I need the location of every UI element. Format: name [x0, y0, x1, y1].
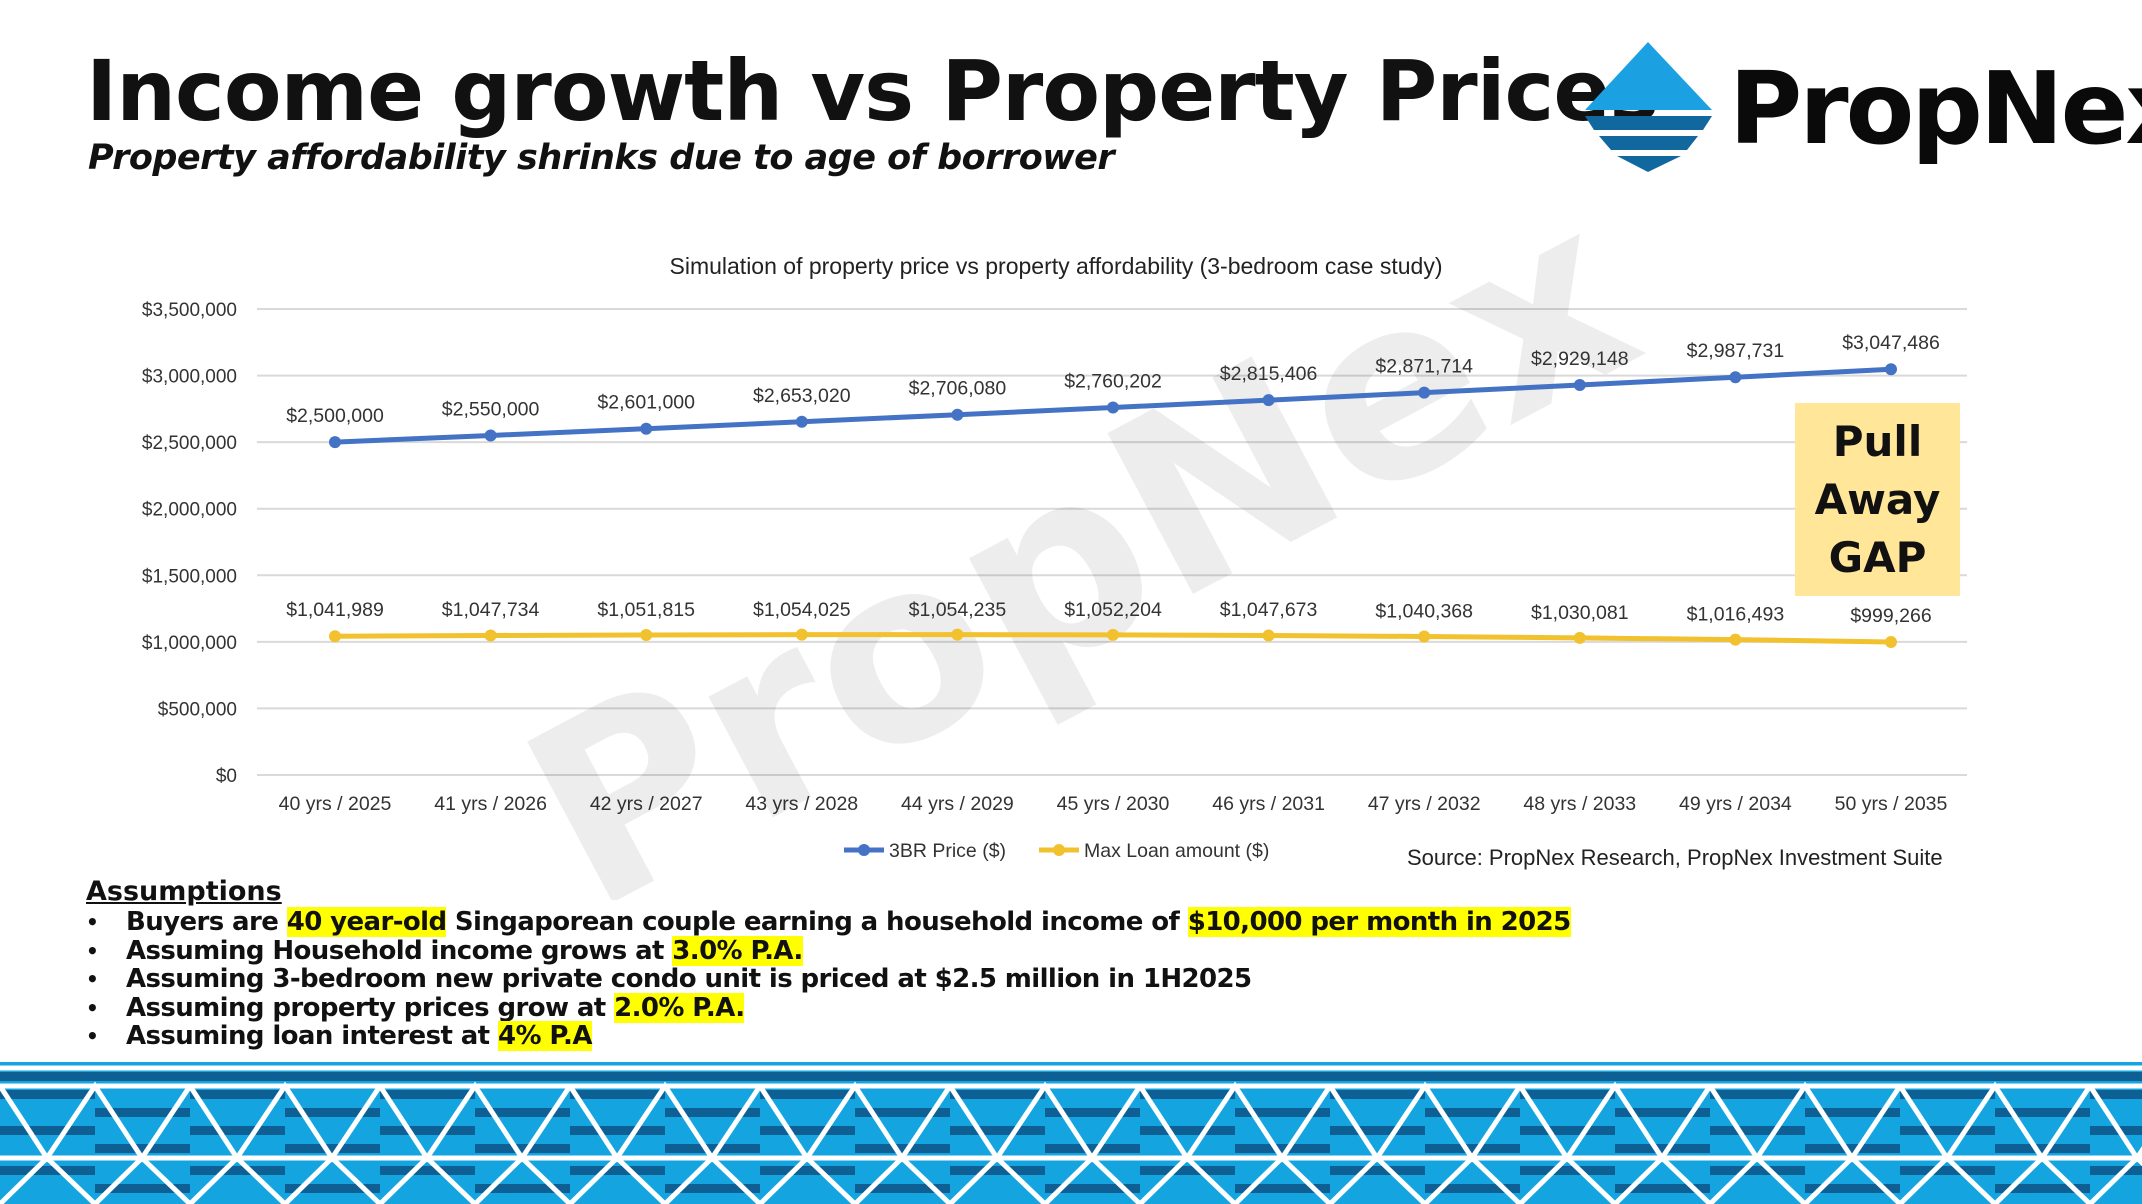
assumption-item: Assuming loan interest at 4% P.A [86, 1021, 1571, 1051]
data-point [795, 415, 808, 428]
y-tick-label: $2,000,000 [142, 500, 237, 521]
data-label: $1,047,673 [1220, 599, 1318, 621]
assumption-text: Buyers are [126, 907, 287, 937]
data-point [1573, 379, 1586, 392]
data-point [951, 408, 964, 421]
propnex-logo: PropNex [1585, 40, 2142, 175]
data-label: $2,760,202 [1064, 370, 1162, 392]
assumptions-list: Buyers are 40 year-old Singaporean coupl… [86, 907, 1571, 1051]
page-title: Income growth vs Property Prices [86, 42, 1659, 140]
data-label: $1,030,081 [1531, 602, 1629, 624]
data-point [1729, 371, 1742, 384]
callout-line: Away [1814, 474, 1941, 524]
data-label: $2,653,020 [753, 385, 851, 407]
x-tick-label: 44 yrs / 2029 [901, 793, 1014, 815]
x-tick-label: 42 yrs / 2027 [590, 793, 703, 815]
data-label: $1,041,989 [286, 599, 384, 621]
assumption-item: Assuming Household income grows at 3.0% … [86, 935, 1571, 966]
data-point [1107, 401, 1119, 414]
assumption-item: Assuming property prices grow at 2.0% P.… [86, 992, 1571, 1023]
data-point [329, 630, 341, 643]
data-label: $1,051,815 [597, 599, 695, 621]
x-tick-label: 49 yrs / 2034 [1679, 793, 1792, 815]
data-point [1729, 633, 1742, 646]
highlighted-text: $10,000 per month in 2025 [1187, 907, 1571, 937]
data-point [1418, 630, 1431, 643]
data-label: $2,706,080 [909, 378, 1007, 400]
decorative-pattern-banner [0, 1062, 2142, 1204]
callout-line: GAP [1828, 532, 1927, 582]
y-tick-label: $500,000 [158, 699, 237, 720]
y-tick-label: $2,500,000 [142, 433, 237, 454]
data-label: $2,929,148 [1531, 348, 1629, 370]
data-point [1885, 363, 1897, 376]
x-tick-label: 46 yrs / 2031 [1212, 793, 1325, 815]
pull-away-gap-callout: Pull Away GAP [1795, 403, 1960, 596]
page-subtitle: Property affordability shrinks due to ag… [88, 138, 1115, 178]
x-tick-label: 45 yrs / 2030 [1057, 793, 1170, 815]
assumption-text: Singaporean couple earning a household i… [446, 907, 1188, 937]
data-point [640, 628, 653, 641]
y-tick-label: $1,500,000 [142, 566, 237, 587]
data-point [951, 628, 964, 641]
data-point [329, 436, 341, 449]
data-label: $2,601,000 [597, 392, 695, 414]
y-tick-label: $3,500,000 [142, 300, 237, 321]
assumption-text: Assuming Household income grows at [126, 935, 673, 966]
x-tick-label: 43 yrs / 2028 [745, 793, 858, 815]
highlighted-text: 4% P.A [497, 1021, 592, 1051]
legend-marker [858, 844, 870, 856]
highlighted-text: 40 year-old [286, 907, 447, 937]
data-label: $2,871,714 [1375, 356, 1473, 378]
data-label: $2,815,406 [1220, 363, 1318, 385]
data-label: $2,550,000 [442, 398, 540, 420]
legend-marker [1053, 844, 1065, 856]
assumption-text: Assuming property prices grow at [126, 992, 615, 1023]
assumption-text: Assuming loan interest at [126, 1021, 498, 1051]
x-tick-label: 48 yrs / 2033 [1523, 793, 1636, 815]
logo-text: PropNex [1729, 50, 2142, 167]
y-tick-label: $3,000,000 [142, 367, 237, 388]
chart-title: Simulation of property price vs property… [670, 253, 1443, 279]
data-point [1885, 635, 1897, 648]
x-tick-label: 47 yrs / 2032 [1368, 793, 1481, 815]
data-point [640, 422, 653, 435]
data-label: $1,052,204 [1064, 599, 1162, 621]
data-label: $999,266 [1850, 605, 1931, 627]
diamond-logo-icon [1585, 42, 1712, 172]
data-point [1262, 394, 1275, 407]
data-point [484, 629, 497, 642]
assumptions-heading: Assumptions [86, 876, 282, 907]
assumptions-section: Assumptions Buyers are 40 year-old Singa… [86, 876, 1571, 1051]
data-label: $1,054,025 [753, 599, 851, 621]
data-point [1107, 628, 1119, 641]
highlighted-text: 3.0% P.A. [672, 935, 803, 966]
data-point [1262, 629, 1275, 642]
data-label: $1,047,734 [442, 599, 540, 621]
data-label: $1,054,235 [909, 599, 1007, 621]
y-tick-label: $0 [216, 766, 237, 787]
data-point [1418, 386, 1431, 399]
y-tick-label: $1,000,000 [142, 633, 237, 654]
data-label: $3,047,486 [1842, 332, 1940, 354]
x-tick-label: 40 yrs / 2025 [279, 793, 392, 815]
callout-line: Pull [1832, 416, 1923, 466]
x-tick-label: 50 yrs / 2035 [1835, 793, 1948, 815]
assumption-item: Buyers are 40 year-old Singaporean coupl… [86, 907, 1571, 937]
legend-label: 3BR Price ($) [889, 840, 1006, 862]
source-note: Source: PropNex Research, PropNex Invest… [1407, 845, 1943, 870]
data-label: $1,016,493 [1687, 604, 1785, 626]
data-point [484, 429, 497, 442]
data-label: $1,040,368 [1375, 601, 1473, 623]
x-tick-label: 41 yrs / 2026 [434, 793, 547, 815]
data-label: $2,987,731 [1687, 340, 1785, 362]
line-chart: Simulation of property price vs property… [142, 146, 1967, 900]
highlighted-text: 2.0% P.A. [614, 992, 745, 1023]
data-point [1573, 631, 1586, 644]
data-point [795, 628, 808, 641]
assumption-text: Assuming 3-bedroom new private condo uni… [126, 964, 1252, 994]
assumption-item: Assuming 3-bedroom new private condo uni… [86, 965, 1571, 994]
legend-label: Max Loan amount ($) [1084, 840, 1269, 862]
data-label: $2,500,000 [286, 405, 384, 427]
